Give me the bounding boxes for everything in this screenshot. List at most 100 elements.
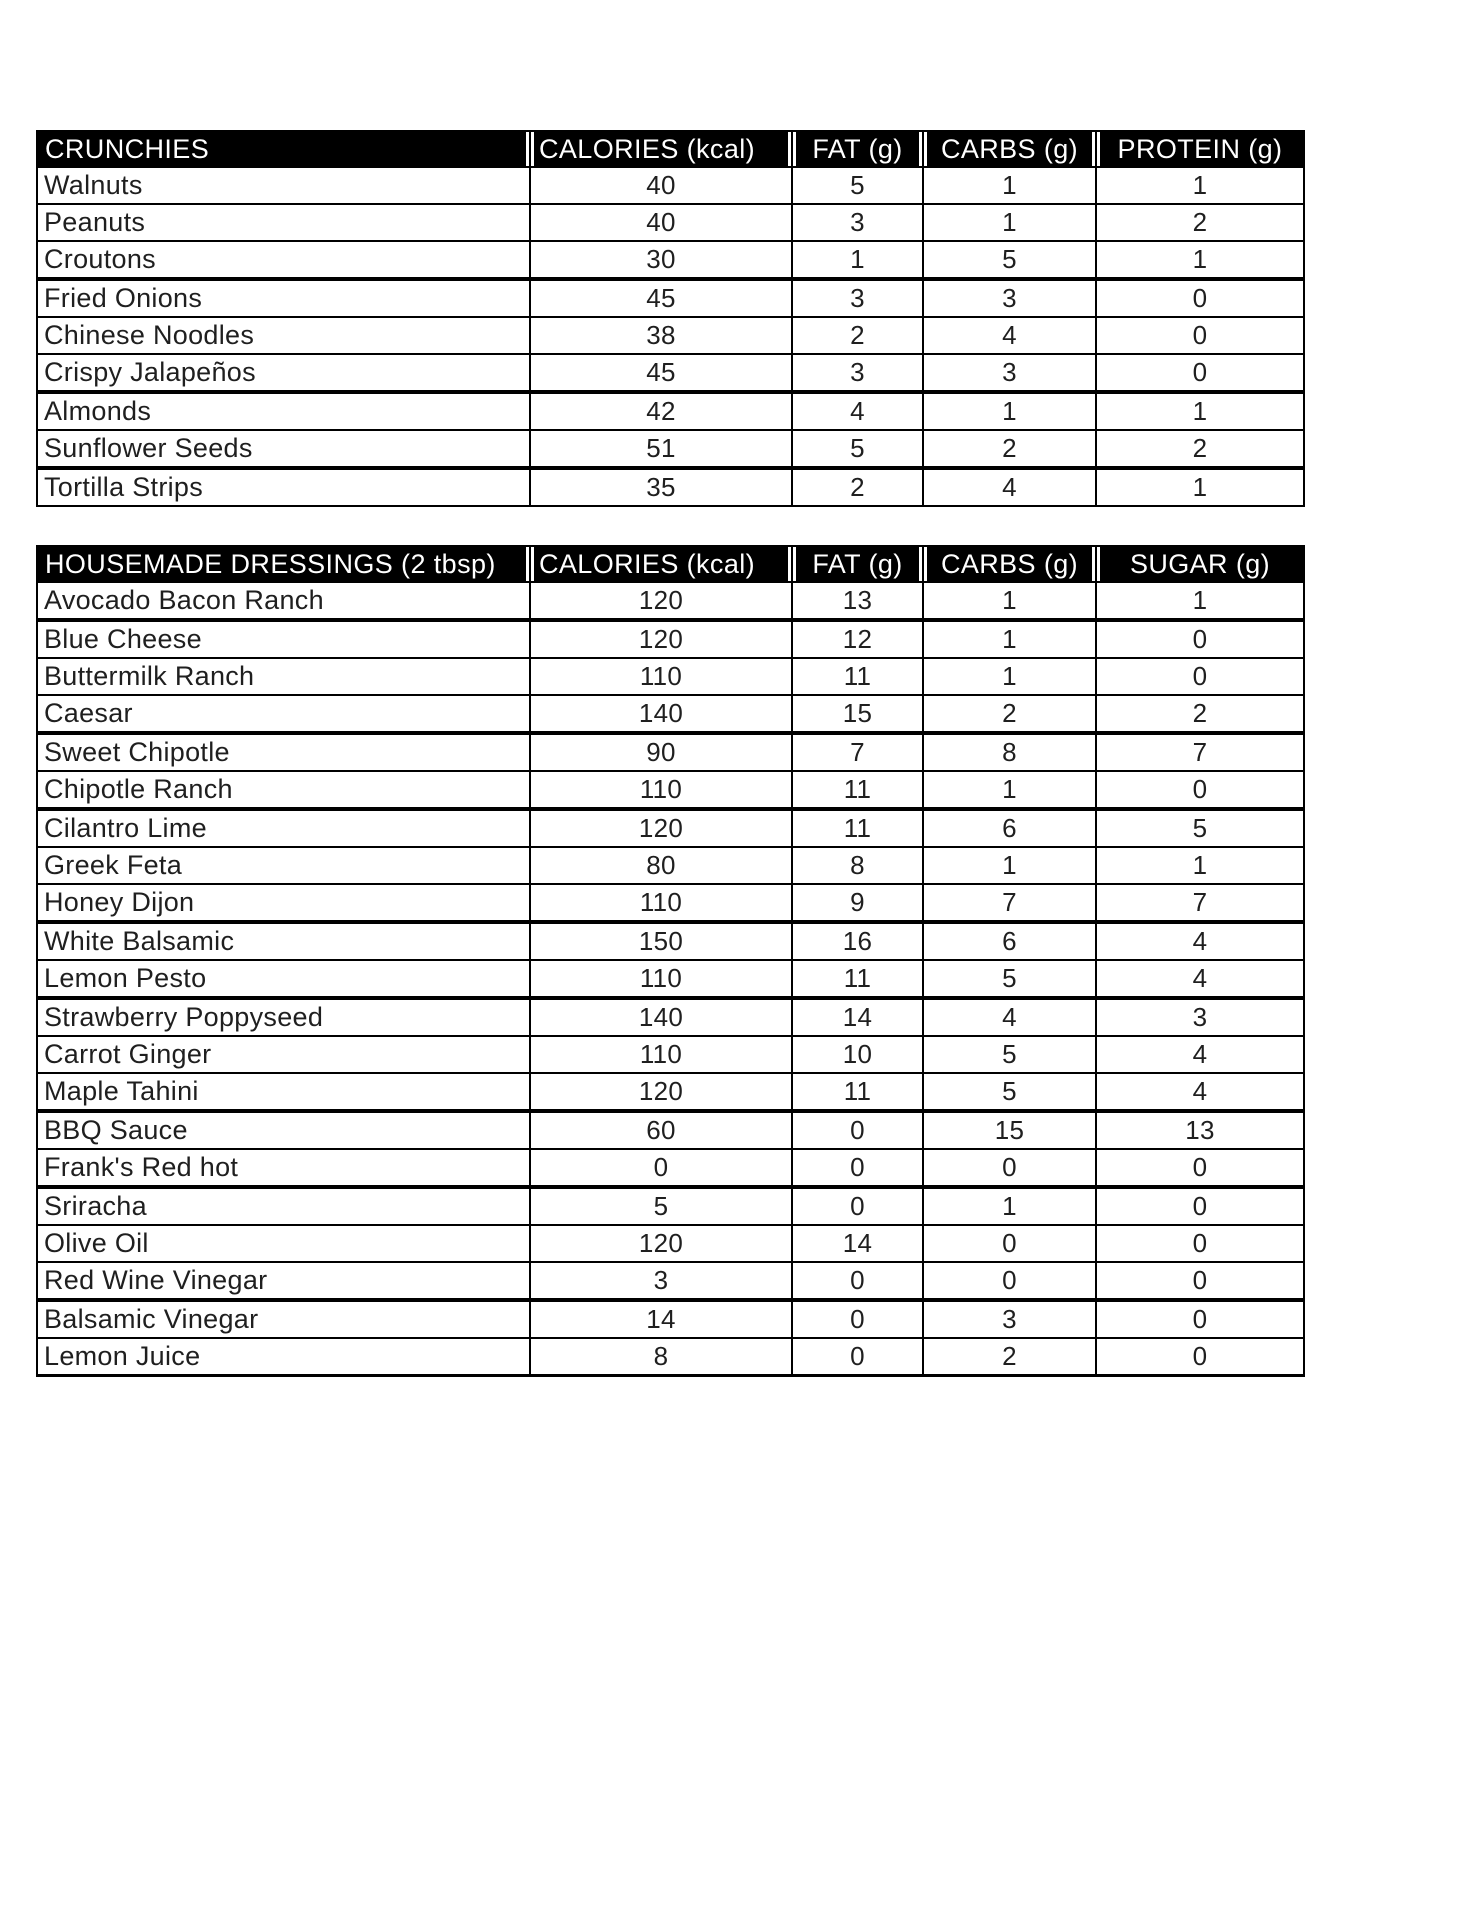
value-cell-calories-kcal: 45 — [529, 353, 793, 394]
value-cell-fat-g: 11 — [791, 770, 924, 811]
table-row-sriracha: Sriracha 5 0 1 0 — [36, 1186, 1305, 1226]
value-cell-carbs-g: 5 — [922, 1072, 1097, 1113]
value-cell-sugar-g: 0 — [1095, 619, 1305, 659]
row-label: BBQ Sauce — [36, 1110, 531, 1150]
table-row-lemon-pesto: Lemon Pesto 110 11 5 4 — [36, 959, 1305, 1000]
row-label: Carrot Ginger — [36, 1035, 531, 1074]
value-cell-carbs-g: 0 — [922, 1224, 1097, 1263]
value-cell-protein-g: 0 — [1095, 316, 1305, 355]
value-cell-carbs-g: 3 — [922, 353, 1097, 394]
value-cell-sugar-g: 5 — [1095, 808, 1305, 848]
value-cell-calories-kcal: 14 — [529, 1299, 793, 1339]
value-cell-protein-g: 1 — [1095, 240, 1305, 281]
column-header-sugar-g: SUGAR (g) — [1095, 545, 1305, 583]
value-cell-sugar-g: 3 — [1095, 997, 1305, 1037]
value-cell-fat-g: 3 — [791, 353, 924, 394]
value-cell-calories-kcal: 51 — [529, 429, 793, 470]
value-cell-carbs-g: 1 — [922, 846, 1097, 885]
table-row-greek-feta: Greek Feta 80 8 1 1 — [36, 846, 1305, 885]
crunchies-table: CRUNCHIES CALORIES (kcal) FAT (g) CARBS (g)… — [36, 130, 1305, 507]
value-cell-fat-g: 12 — [791, 619, 924, 659]
value-cell-calories-kcal: 8 — [529, 1337, 793, 1377]
table-row-peanuts: Peanuts 40 3 1 2 — [36, 203, 1305, 242]
value-cell-sugar-g: 4 — [1095, 959, 1305, 1000]
value-cell-fat-g: 11 — [791, 808, 924, 848]
value-cell-carbs-g: 1 — [922, 657, 1097, 696]
value-cell-calories-kcal: 80 — [529, 846, 793, 885]
row-label: Sriracha — [36, 1186, 531, 1226]
value-cell-calories-kcal: 3 — [529, 1261, 793, 1302]
value-cell-protein-g: 1 — [1095, 391, 1305, 431]
value-cell-sugar-g: 0 — [1095, 657, 1305, 696]
table-row-chipotle-ranch: Chipotle Ranch 110 11 1 0 — [36, 770, 1305, 811]
value-cell-fat-g: 3 — [791, 278, 924, 318]
value-cell-calories-kcal: 120 — [529, 1224, 793, 1263]
table-row-balsamic-vinegar: Balsamic Vinegar 14 0 3 0 — [36, 1299, 1305, 1339]
column-header-calories-kcal: CALORIES (kcal) — [529, 545, 793, 583]
value-cell-protein-g: 2 — [1095, 203, 1305, 242]
table-row-frank-s-red-hot: Frank's Red hot 0 0 0 0 — [36, 1148, 1305, 1189]
value-cell-fat-g: 3 — [791, 203, 924, 242]
table-row-red-wine-vinegar: Red Wine Vinegar 3 0 0 0 — [36, 1261, 1305, 1302]
table-row-almonds: Almonds 42 4 1 1 — [36, 391, 1305, 431]
value-cell-calories-kcal: 40 — [529, 203, 793, 242]
value-cell-calories-kcal: 120 — [529, 808, 793, 848]
table-row-maple-tahini: Maple Tahini 120 11 5 4 — [36, 1072, 1305, 1113]
table-row-chinese-noodles: Chinese Noodles 38 2 4 0 — [36, 316, 1305, 355]
row-label: Sunflower Seeds — [36, 429, 531, 470]
value-cell-sugar-g: 4 — [1095, 921, 1305, 961]
value-cell-fat-g: 10 — [791, 1035, 924, 1074]
value-cell-calories-kcal: 110 — [529, 1035, 793, 1074]
value-cell-protein-g: 1 — [1095, 166, 1305, 205]
value-cell-sugar-g: 1 — [1095, 846, 1305, 885]
row-label: Honey Dijon — [36, 883, 531, 924]
value-cell-calories-kcal: 30 — [529, 240, 793, 281]
row-label: Peanuts — [36, 203, 531, 242]
value-cell-protein-g: 0 — [1095, 353, 1305, 394]
value-cell-fat-g: 0 — [791, 1337, 924, 1377]
header-row: HOUSEMADE DRESSINGS (2 tbsp) CALORIES (kc… — [36, 545, 1305, 583]
table-row-walnuts: Walnuts 40 5 1 1 — [36, 166, 1305, 205]
value-cell-carbs-g: 1 — [922, 166, 1097, 205]
value-cell-carbs-g: 2 — [922, 429, 1097, 470]
value-cell-fat-g: 13 — [791, 581, 924, 622]
row-label: White Balsamic — [36, 921, 531, 961]
value-cell-protein-g: 0 — [1095, 278, 1305, 318]
column-header-protein-g: PROTEIN (g) — [1095, 130, 1305, 168]
value-cell-calories-kcal: 60 — [529, 1110, 793, 1150]
value-cell-sugar-g: 7 — [1095, 732, 1305, 772]
value-cell-fat-g: 0 — [791, 1299, 924, 1339]
value-cell-calories-kcal: 40 — [529, 166, 793, 205]
value-cell-fat-g: 11 — [791, 657, 924, 696]
value-cell-fat-g: 8 — [791, 846, 924, 885]
value-cell-carbs-g: 1 — [922, 770, 1097, 811]
table-row-honey-dijon: Honey Dijon 110 9 7 7 — [36, 883, 1305, 924]
value-cell-fat-g: 0 — [791, 1148, 924, 1189]
table-row-olive-oil: Olive Oil 120 14 0 0 — [36, 1224, 1305, 1263]
table-row-croutons: Croutons 30 1 5 1 — [36, 240, 1305, 281]
table-row-lemon-juice: Lemon Juice 8 0 2 0 — [36, 1337, 1305, 1377]
column-header-carbs-g: CARBS (g) — [922, 130, 1097, 168]
value-cell-carbs-g: 1 — [922, 1186, 1097, 1226]
table-row-blue-cheese: Blue Cheese 120 12 1 0 — [36, 619, 1305, 659]
value-cell-carbs-g: 1 — [922, 391, 1097, 431]
value-cell-carbs-g: 5 — [922, 240, 1097, 281]
row-label: Strawberry Poppyseed — [36, 997, 531, 1037]
table-row-caesar: Caesar 140 15 2 2 — [36, 694, 1305, 735]
row-label: Blue Cheese — [36, 619, 531, 659]
value-cell-calories-kcal: 0 — [529, 1148, 793, 1189]
value-cell-sugar-g: 2 — [1095, 694, 1305, 735]
value-cell-fat-g: 9 — [791, 883, 924, 924]
column-header-fat-g: FAT (g) — [791, 545, 924, 583]
table-row-crispy-jalape-os: Crispy Jalapeños 45 3 3 0 — [36, 353, 1305, 394]
table-row-fried-onions: Fried Onions 45 3 3 0 — [36, 278, 1305, 318]
row-label: Caesar — [36, 694, 531, 735]
dressings-table: HOUSEMADE DRESSINGS (2 tbsp) CALORIES (kc… — [36, 545, 1305, 1377]
value-cell-carbs-g: 4 — [922, 997, 1097, 1037]
value-cell-calories-kcal: 120 — [529, 581, 793, 622]
value-cell-fat-g: 5 — [791, 429, 924, 470]
value-cell-calories-kcal: 90 — [529, 732, 793, 772]
row-label: Chipotle Ranch — [36, 770, 531, 811]
row-label: Cilantro Lime — [36, 808, 531, 848]
